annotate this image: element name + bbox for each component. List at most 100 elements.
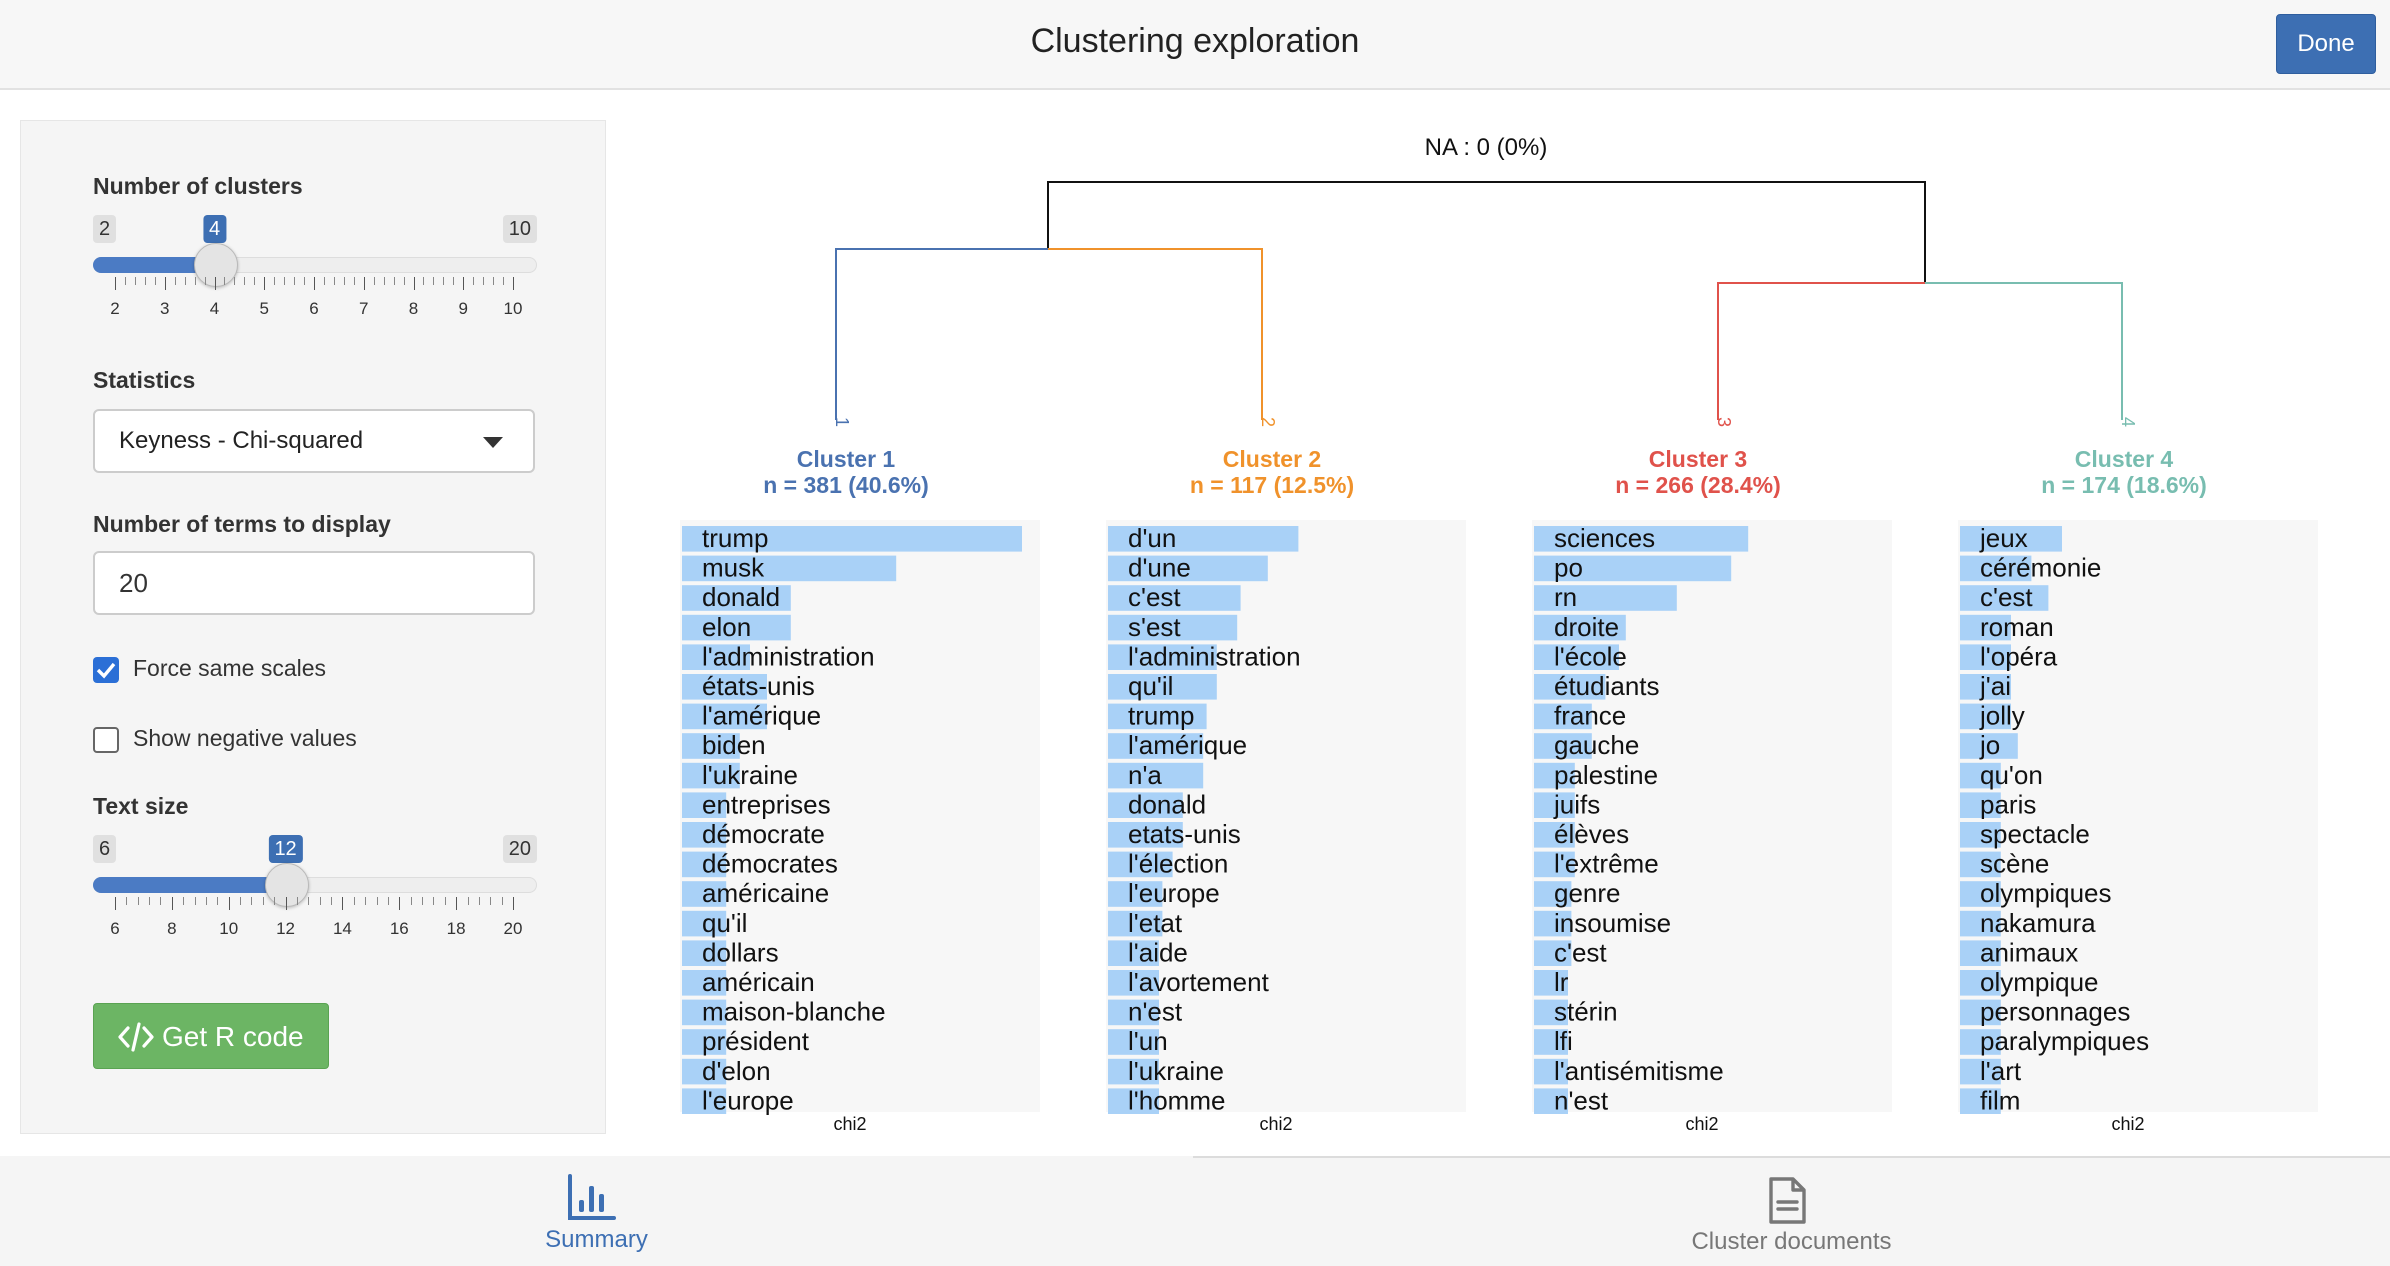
- term-bar: [682, 703, 767, 730]
- slider-minor-tick: [304, 277, 306, 285]
- clusters-slider[interactable]: 2 10 4 2 3 4 5 6 7 8 9 10: [93, 215, 537, 325]
- term-label: personnages: [1980, 997, 2130, 1027]
- clusters-max-badge: 10: [502, 215, 537, 243]
- slider-tick-mark: [413, 277, 415, 290]
- tab-summary[interactable]: Summary: [0, 1156, 1193, 1266]
- term-bar: [1534, 526, 1749, 552]
- term-label: élèves: [1554, 819, 1629, 849]
- term-label: biden: [702, 730, 766, 760]
- term-label: elon: [702, 612, 751, 642]
- term-bar: [1960, 822, 2001, 848]
- term-label: musk: [702, 553, 765, 583]
- slider-minor-tick: [387, 897, 389, 905]
- text-size-slider-handle[interactable]: [264, 863, 309, 907]
- terms-count-input[interactable]: [93, 551, 535, 615]
- term-bar: [1534, 555, 1732, 582]
- term-bar: [1534, 762, 1575, 789]
- term-bar: [1108, 733, 1204, 759]
- term-label: qu'on: [1980, 760, 2043, 790]
- slider-minor-tick: [251, 897, 253, 905]
- cluster-title: Cluster 2: [1223, 446, 1321, 472]
- term-label: démocrate: [702, 819, 825, 849]
- term-label: film: [1980, 1085, 2020, 1115]
- dendrogram-link-cluster-3: [1717, 282, 1925, 420]
- term-label: d'elon: [702, 1056, 771, 1086]
- done-button[interactable]: Done: [2276, 14, 2376, 74]
- term-label: s'est: [1128, 612, 1181, 642]
- slider-minor-tick: [149, 897, 151, 905]
- statistics-select-value: Keyness - Chi-squared: [119, 427, 364, 454]
- show-negative-label[interactable]: Show negative values: [133, 725, 357, 751]
- term-bar: [1108, 1088, 1159, 1114]
- term-label: américain: [702, 967, 815, 997]
- show-negative-checkbox[interactable]: [93, 727, 119, 753]
- slider-tick-label: 2: [110, 299, 120, 318]
- term-label: étudiants: [1554, 671, 1660, 701]
- term-bar: [682, 1058, 727, 1085]
- slider-minor-tick: [443, 277, 445, 285]
- term-bar: [1108, 1029, 1159, 1055]
- slider-minor-tick: [262, 897, 264, 905]
- slider-tick-label: 9: [458, 299, 468, 318]
- slider-tick-mark: [115, 277, 116, 290]
- slider-minor-tick: [134, 277, 136, 285]
- term-label: l'europe: [702, 1085, 794, 1115]
- term-bar: [1534, 881, 1572, 907]
- term-bar: [682, 614, 791, 641]
- term-bar: [1960, 585, 2049, 611]
- slider-tick-label: 3: [160, 299, 170, 318]
- term-bar: [1960, 733, 2018, 759]
- force-scales-checkbox[interactable]: [93, 657, 119, 683]
- x-axis-label: chi2: [1685, 1114, 1718, 1134]
- force-scales-label[interactable]: Force same scales: [133, 655, 327, 681]
- term-label: rn: [1554, 582, 1577, 612]
- term-bar: [1960, 881, 2001, 907]
- clusters-slider-handle[interactable]: [193, 243, 238, 287]
- slider-minor-tick: [319, 897, 321, 905]
- slider-tick-label: 4: [209, 299, 220, 318]
- term-bar: [1108, 526, 1299, 552]
- term-bar: [682, 674, 767, 700]
- statistics-label: Statistics: [93, 367, 196, 393]
- term-bar: [1108, 881, 1163, 907]
- term-label: président: [702, 1026, 810, 1056]
- term-bar: [1108, 674, 1217, 700]
- text-size-slider[interactable]: 6 20 12 6 8 10 12 14 16 18 20: [93, 835, 537, 945]
- slider-tick-label: 10: [503, 299, 523, 318]
- term-label: gauche: [1554, 730, 1639, 760]
- term-bar: [1534, 614, 1626, 641]
- slider-minor-tick: [194, 277, 196, 285]
- term-label: olympique: [1980, 967, 2099, 997]
- get-r-code-button[interactable]: Get R code: [93, 1003, 329, 1069]
- term-bar: [1960, 526, 2062, 552]
- sidebar-panel: Number of clusters 2 10 4 2 3 4 5 6 7 8 9 10 Sta…: [20, 120, 606, 1134]
- slider-tick-mark: [463, 277, 465, 290]
- term-label: l'opéra: [1980, 641, 2058, 671]
- tab-summary-label: Summary: [545, 1226, 648, 1253]
- slider-minor-tick: [183, 897, 185, 905]
- slider-tick-mark: [513, 897, 514, 910]
- text-size-slider-fill: [93, 877, 286, 893]
- dendrogram-link-cluster-4: [1925, 282, 2123, 420]
- slider-minor-tick: [274, 897, 276, 905]
- slider-minor-tick: [333, 277, 335, 285]
- term-label: états-unis: [702, 671, 815, 701]
- dendrogram-leaf-label: 3: [1714, 417, 1734, 427]
- term-label: etats-unis: [1128, 819, 1241, 849]
- slider-minor-tick: [160, 897, 162, 905]
- tab-cluster-documents[interactable]: Cluster documents: [1193, 1156, 2390, 1266]
- term-bar: [1108, 792, 1183, 818]
- slider-minor-tick: [501, 897, 503, 905]
- term-label: l'élection: [1128, 849, 1228, 879]
- term-bar: [1108, 970, 1159, 996]
- slider-minor-tick: [410, 897, 412, 905]
- slider-minor-tick: [126, 897, 128, 905]
- slider-minor-tick: [124, 277, 126, 285]
- terms-label: Number of terms to display: [93, 511, 391, 537]
- term-label: l'antisémitisme: [1554, 1056, 1724, 1086]
- term-label: l'homme: [1128, 1085, 1225, 1115]
- slider-tick-mark: [456, 897, 458, 910]
- slider-minor-tick: [403, 277, 405, 285]
- statistics-select[interactable]: Keyness - Chi-squared: [93, 409, 535, 473]
- cluster-title: Cluster 4: [2075, 446, 2174, 472]
